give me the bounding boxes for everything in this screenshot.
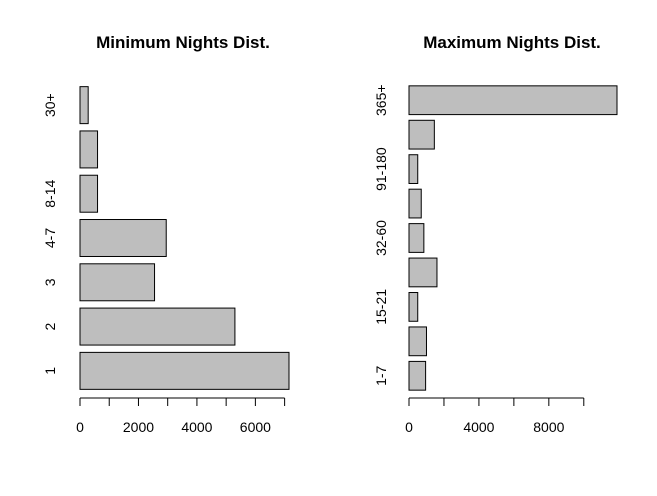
max-x-tick-label-2: 4000 [463,419,494,435]
maximum-nights-panel: Maximum Nights Dist. 1-7 15-21 32-60 91-180… [373,33,618,435]
min-category-label-0: 1 [42,367,58,375]
min-bar-6 [79,86,89,125]
max-x-tick-label-4: 8000 [533,419,564,435]
min-x-tick-label-6: 6000 [240,419,271,435]
min-category-label-6: 30+ [42,93,58,117]
min-category-label-4: 8-14 [42,179,58,207]
min-x-tick-label-0: 0 [76,419,84,435]
maximum-nights-title: Maximum Nights Dist. [423,33,601,52]
max-bar-1 [408,326,427,357]
min-x-tick-label-2: 2000 [123,419,154,435]
min-bar-5 [79,130,99,169]
max-bar-3 [408,257,438,288]
max-bar-5 [408,188,422,219]
max-x-tick-label-0: 0 [405,419,413,435]
max-bar-6 [408,154,419,184]
min-x-tick-label-4: 4000 [181,419,212,435]
min-category-label-2: 3 [42,278,58,286]
min-bar-4 [79,174,99,213]
max-category-label-0: 1-7 [373,365,389,385]
max-bar-2 [408,292,419,322]
max-category-label-6: 91-180 [373,147,389,191]
max-category-label-8: 365+ [373,84,389,116]
min-bar-0 [79,351,290,390]
min-bar-3 [79,219,167,257]
min-bar-1 [79,307,236,346]
max-bar-7 [408,119,435,150]
max-category-label-4: 32-60 [373,220,389,256]
max-bar-0 [408,360,427,391]
max-bar-8 [408,85,618,116]
min-bar-2 [79,263,156,302]
max-category-label-2: 15-21 [373,289,389,325]
minimum-nights-title: Minimum Nights Dist. [96,33,270,52]
min-category-label-3: 4-7 [42,228,58,248]
max-bar-4 [408,223,425,253]
min-category-label-1: 2 [42,322,58,330]
minimum-nights-panel: Minimum Nights Dist. 1 2 3 4-7 8-14 30+ 0 2000 4… [42,33,290,435]
